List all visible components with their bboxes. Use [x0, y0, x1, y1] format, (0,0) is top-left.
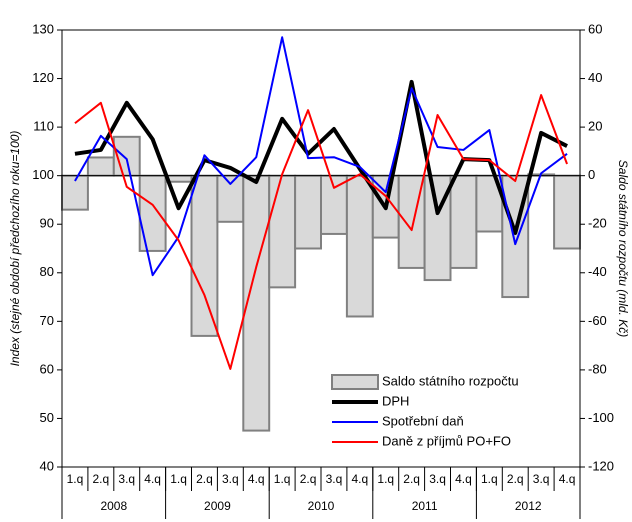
x-tick-label: 2.q — [300, 472, 317, 486]
bar — [294, 174, 323, 250]
legend-label: Saldo státního rozpočtu — [382, 373, 519, 388]
x-tick-label: 4.q — [455, 472, 472, 486]
x-tick-label: 3.q — [222, 472, 239, 486]
y-tick-label: 80 — [40, 264, 54, 279]
y2-tick-label: -40 — [588, 264, 607, 279]
x-tick-label: 2.q — [93, 472, 110, 486]
x-tick-label: 1.q — [377, 472, 394, 486]
y-tick-label: 60 — [40, 361, 54, 376]
bar — [190, 174, 219, 337]
bar — [138, 174, 167, 252]
y-tick-label: 70 — [40, 313, 54, 328]
y2-tick-label: 60 — [588, 21, 602, 36]
y2-tick-label: 40 — [588, 70, 602, 85]
y2-tick-label: 20 — [588, 119, 602, 134]
y-tick-label: 110 — [33, 119, 54, 134]
y2-tick-label: 0 — [588, 167, 595, 182]
x-tick-label: 1.q — [67, 472, 84, 486]
bar — [268, 174, 297, 289]
x-tick-label: 1.q — [274, 472, 291, 486]
x-tick-label: 4.q — [559, 472, 576, 486]
y-axis-title: Index (stejné období předchozího roku=10… — [8, 131, 22, 367]
bar — [86, 156, 115, 177]
x-tick-label: 3.q — [533, 472, 550, 486]
y-tick-label: 120 — [32, 70, 54, 85]
bar — [449, 174, 478, 269]
x-tick-label: 3.q — [429, 472, 446, 486]
x-tick-label: 1.q — [481, 472, 498, 486]
y-tick-label: 130 — [32, 21, 54, 36]
legend-label: DPH — [382, 393, 409, 408]
y2-axis-title: Saldo státního rozpočtu (mld. Kč) — [616, 160, 630, 337]
legend-label: Daně z příjmů PO+FO — [382, 433, 511, 448]
y2-tick-label: -100 — [588, 410, 614, 425]
legend-label: Spotřební daň — [382, 413, 464, 428]
x-tick-label: 2.q — [196, 472, 213, 486]
bar — [553, 174, 581, 250]
group-label: 2010 — [308, 499, 335, 513]
y-tick-label: 40 — [40, 458, 54, 473]
line-series — [74, 94, 568, 370]
x-tick-label: 4.q — [352, 472, 369, 486]
line-series — [74, 36, 568, 277]
y2-tick-label: -20 — [588, 216, 607, 231]
legend-swatch — [331, 374, 379, 390]
y2-tick-label: -80 — [588, 361, 607, 376]
y2-tick-label: -120 — [588, 458, 614, 473]
x-tick-label: 2.q — [507, 472, 524, 486]
group-label: 2008 — [100, 499, 127, 513]
x-tick-label: 3.q — [326, 472, 343, 486]
group-label: 2011 — [412, 499, 438, 513]
x-tick-label: 3.q — [118, 472, 135, 486]
bar — [345, 174, 374, 318]
x-tick-label: 1.q — [170, 472, 187, 486]
y-tick-label: 50 — [40, 410, 54, 425]
y-tick-label: 100 — [32, 167, 54, 182]
y2-tick-label: -60 — [588, 313, 607, 328]
x-tick-label: 2.q — [403, 472, 420, 486]
group-label: 2009 — [204, 499, 231, 513]
group-label: 2012 — [515, 499, 542, 513]
x-tick-label: 4.q — [248, 472, 265, 486]
y-tick-label: 90 — [40, 216, 54, 231]
x-tick-label: 4.q — [144, 472, 161, 486]
bar — [320, 174, 348, 235]
